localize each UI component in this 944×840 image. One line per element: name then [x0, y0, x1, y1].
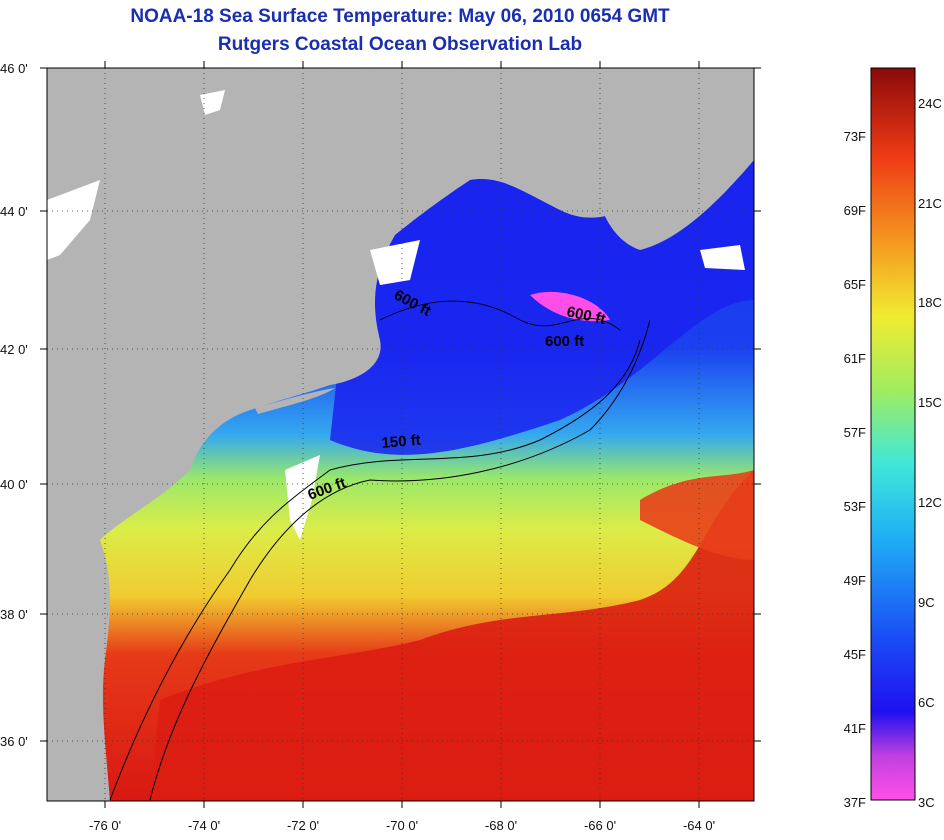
cloud-patch [370, 240, 420, 285]
lon-tick-label: -68 0' [485, 818, 517, 833]
lon-tick-label: -72 0' [287, 818, 319, 833]
depth-contour-600ft [109, 339, 641, 801]
depth-contour-gulf-of-maine [379, 300, 621, 331]
lon-tick-label: -74 0' [188, 818, 220, 833]
lon-tick-label: -76 0' [89, 818, 121, 833]
lon-tick-label: -66 0' [584, 818, 616, 833]
lat-tick-label: 46 0' [0, 61, 28, 76]
lat-lon-grid [47, 68, 754, 801]
colorbar-fahrenheit-label: 49F [844, 573, 866, 588]
lat-tick-label: 40 0' [0, 477, 28, 492]
lat-tick-label: 42 0' [0, 342, 28, 357]
map-subtitle: Rutgers Coastal Ocean Observation Lab [217, 34, 583, 55]
cloud-patch [200, 90, 225, 115]
lon-tick-label: -64 0' [683, 818, 715, 833]
colorbar-celsius-label: 24C [918, 96, 942, 111]
cold-patch [530, 291, 610, 322]
contour-label: 150 ft [381, 432, 422, 452]
gulf-stream-region [150, 470, 754, 801]
cloud-patch [700, 245, 745, 270]
contour-label: 600 ft [545, 333, 584, 350]
colorbar-celsius-label: 15C [918, 395, 942, 410]
depth-contour-150ft [149, 319, 651, 801]
colorbar-fahrenheit-label: 69F [844, 203, 866, 218]
colorbar-celsius-label: 21C [918, 196, 942, 211]
lat-tick-label: 44 0' [0, 204, 28, 219]
lon-tick-label: -70 0' [386, 818, 418, 833]
colorbar-celsius-label: 3C [918, 795, 935, 810]
colorbar-fahrenheit-label: 61F [844, 351, 866, 366]
warm-eddy [640, 470, 754, 560]
colorbar-fahrenheit-label: 53F [844, 499, 866, 514]
temperature-colorbar [870, 67, 916, 801]
land-long-island [255, 388, 335, 414]
cloud-patch [47, 180, 100, 260]
colorbar-fahrenheit-label: 41F [844, 721, 866, 736]
land-north-america [47, 68, 754, 801]
map-title: NOAA-18 Sea Surface Temperature: May 06,… [130, 6, 670, 27]
colorbar-celsius-label: 9C [918, 595, 935, 610]
colorbar-fahrenheit-label: 37F [844, 795, 866, 810]
map-frame [46, 67, 755, 802]
colorbar-celsius-label: 6C [918, 695, 935, 710]
cloud-patch [285, 455, 320, 540]
colorbar-fahrenheit-label: 57F [844, 425, 866, 440]
colorbar-celsius-label: 12C [918, 495, 942, 510]
colorbar-fahrenheit-label: 65F [844, 277, 866, 292]
colorbar-fahrenheit-label: 45F [844, 647, 866, 662]
colorbar-fahrenheit-label: 73F [844, 129, 866, 144]
axis-ticks [40, 61, 761, 808]
land-nova-scotia [594, 90, 754, 250]
lat-tick-label: 38 0' [0, 607, 28, 622]
colorbar-celsius-label: 18C [918, 295, 942, 310]
lat-tick-label: 36 0' [0, 734, 28, 749]
